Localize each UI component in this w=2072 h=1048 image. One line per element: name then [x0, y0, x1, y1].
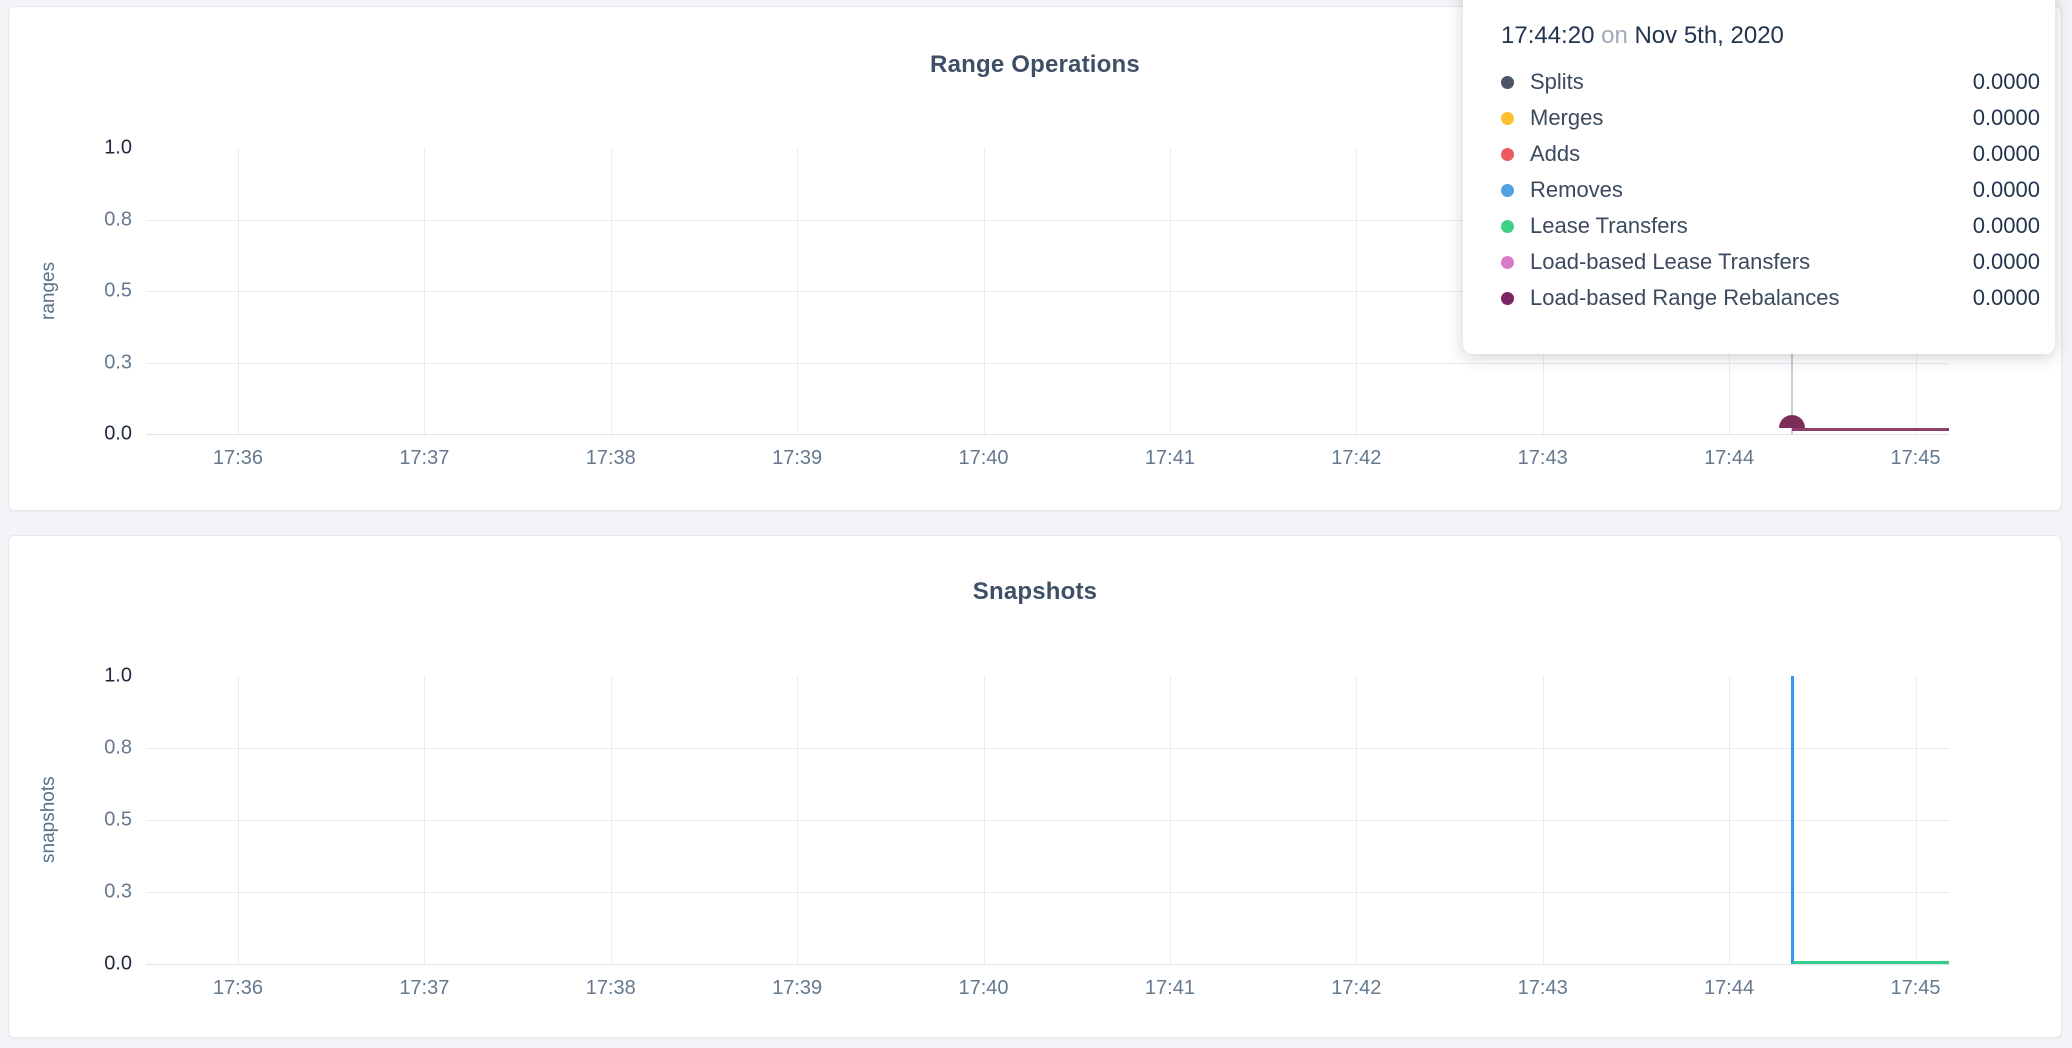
- hover-tooltip: 17:44:20 on Nov 5th, 2020 Splits 0.0000 Me…: [1463, 0, 2055, 354]
- legend-label: Removes: [1530, 177, 1623, 202]
- horizontal-gridline: [146, 820, 1949, 821]
- series-line-vertical: [1791, 676, 1795, 964]
- legend-dot-icon: [1501, 255, 1514, 269]
- y-axis-label-snapshots: snapshots: [38, 776, 59, 864]
- legend-value: 0.0000: [1972, 285, 2040, 310]
- y-tick-label: 1.0: [104, 664, 132, 687]
- tooltip-row: Load-based Lease Transfers 0.0000: [1501, 244, 2040, 280]
- x-tick-label: 17:38: [585, 977, 636, 999]
- tooltip-row: Adds 0.0000: [1501, 136, 2040, 172]
- tooltip-time: 17:44:20: [1501, 22, 1595, 49]
- x-tick-label: 17:37: [399, 447, 450, 469]
- legend-value: 0.0000: [1972, 177, 2040, 202]
- legend-dot-icon: [1501, 111, 1514, 125]
- hover-point-marker: [1778, 415, 1805, 428]
- horizontal-gridline: [146, 892, 1949, 893]
- y-axis-label-ranges: ranges: [38, 261, 59, 321]
- x-tick-label: 17:37: [399, 977, 450, 999]
- x-tick-label: 17:39: [772, 977, 823, 999]
- legend-value: 0.0000: [1972, 213, 2040, 238]
- x-tick-label: 17:36: [212, 447, 263, 469]
- y-tick-label: 0.8: [104, 736, 132, 759]
- chart-title-range-operations: Range Operations: [930, 51, 1140, 78]
- x-tick-label: 17:43: [1517, 447, 1568, 469]
- snapshots-card: Snapshots snapshots 17:36 17:37 17:38 17:39…: [8, 535, 2062, 1038]
- horizontal-gridline: [146, 748, 1949, 749]
- x-tick-label: 17:41: [1144, 447, 1195, 469]
- horizontal-gridline: [146, 291, 1949, 292]
- y-tick-label: 0.5: [104, 279, 132, 302]
- legend-value: 0.0000: [1972, 141, 2040, 166]
- y-tick-label: 0.5: [104, 808, 132, 831]
- series-line-horizontal: [1792, 961, 1949, 964]
- tooltip-row: Lease Transfers 0.0000: [1501, 208, 2040, 244]
- tooltip-conjunction: on: [1601, 22, 1628, 49]
- horizontal-gridline: [146, 219, 1949, 221]
- legend-label: Load-based Lease Transfers: [1530, 249, 1811, 274]
- y-tick-label: 0.0: [104, 422, 132, 445]
- y-tick-label: 0.8: [104, 208, 132, 230]
- tooltip-date: Nov 5th, 2020: [1634, 22, 1784, 49]
- legend-dot-icon: [1501, 147, 1514, 161]
- snapshots-plot-area[interactable]: 17:36 17:37 17:38 17:39 17:40 17:41 17:42 17:43…: [104, 665, 1949, 999]
- y-tick-label: 0.3: [104, 351, 132, 373]
- tooltip-row: Load-based Range Rebalances 0.0000: [1501, 280, 2040, 316]
- tooltip-row: Splits 0.0000: [1501, 64, 2040, 100]
- y-tick-label: 1.0: [104, 136, 132, 159]
- legend-value: 0.0000: [1972, 105, 2040, 130]
- x-tick-label: 17:40: [958, 447, 1009, 469]
- y-tick-label: 0.0: [104, 952, 132, 975]
- x-tick-label: 17:44: [1704, 447, 1755, 469]
- x-tick-label: 17:42: [1331, 447, 1382, 469]
- x-tick-label: 17:45: [1890, 977, 1941, 999]
- x-tick-label: 17:40: [958, 977, 1009, 999]
- x-tick-label: 17:42: [1331, 977, 1382, 999]
- x-tick-label: 17:36: [212, 977, 263, 999]
- y-tick-label: 0.3: [104, 880, 132, 903]
- tooltip-legend: Splits 0.0000 Merges 0.0000 Adds 0.0000 Remove…: [1501, 64, 2040, 316]
- legend-label: Merges: [1530, 105, 1604, 130]
- series-line-horizontal: [1791, 428, 1949, 431]
- legend-dot-icon: [1501, 183, 1514, 197]
- x-tick-label: 17:43: [1517, 977, 1568, 999]
- legend-dot-icon: [1501, 75, 1514, 89]
- legend-label: Splits: [1530, 69, 1584, 94]
- legend-value: 0.0000: [1972, 69, 2040, 94]
- x-tick-label: 17:44: [1704, 977, 1755, 999]
- chart-title-snapshots: Snapshots: [972, 578, 1098, 605]
- tooltip-row: Removes 0.0000: [1501, 172, 2040, 208]
- legend-label: Load-based Range Rebalances: [1530, 285, 1840, 310]
- tooltip-row: Merges 0.0000: [1501, 100, 2040, 136]
- legend-label: Adds: [1530, 141, 1581, 166]
- x-tick-label: 17:39: [772, 447, 823, 469]
- legend-dot-icon: [1501, 219, 1514, 233]
- x-tick-label: 17:45: [1890, 447, 1941, 469]
- legend-dot-icon: [1501, 291, 1514, 305]
- x-tick-label: 17:41: [1144, 977, 1195, 999]
- x-tick-label: 17:38: [585, 447, 636, 469]
- legend-value: 0.0000: [1972, 249, 2040, 274]
- horizontal-gridline: [146, 362, 1949, 364]
- legend-label: Lease Transfers: [1530, 213, 1688, 238]
- tooltip-timestamp: 17:44:20 on Nov 5th, 2020: [1501, 22, 2040, 50]
